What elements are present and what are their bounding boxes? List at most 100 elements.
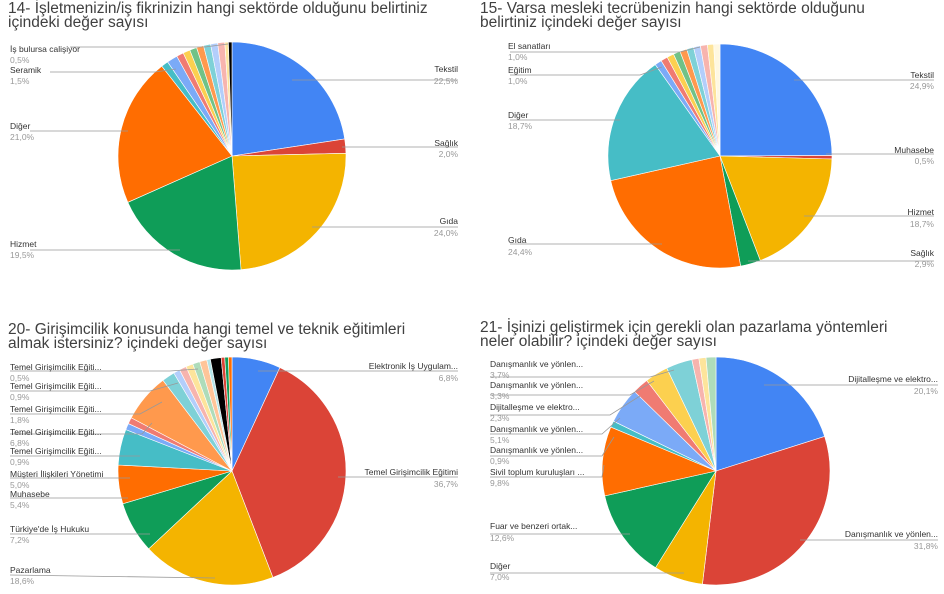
slice-label: Tekstil [434,64,458,74]
slice-label: Elektronik İş Uygulam... [369,361,458,371]
slice-label: El sanatları [508,41,551,51]
leader-line [70,43,229,48]
slice-value-label: 3,7% [490,370,510,380]
slice-value-label: 5,4% [10,500,30,510]
leader-line [9,574,216,579]
slice-label: Muhasebe [10,489,50,499]
pie-chart-20: Temel Girişimcilik Eğiti... 0,5% Temel G… [9,356,459,586]
leader-line [490,380,655,396]
slice-value-label: 24,0% [434,228,459,238]
slice-label: Eğitim [508,65,532,75]
pie-slice [228,41,233,157]
slice-value-label: 18,6% [10,576,35,586]
pie-slice [610,155,742,269]
slice-value-label: 22,5% [434,76,459,86]
slice-label: Danışmanlık ve yönlen... [490,424,583,434]
chart-panel-15: 15- Varsa mesleki tecrübenizin hangi sek… [472,0,944,297]
slice-label: Diğer [10,121,30,131]
slice-label: Hizmet [908,207,935,217]
slice-label: Dijitalleşme ve elektro... [848,374,938,384]
slice-label: Türkiye'de İş Hukuku [10,524,89,534]
leader-line [10,422,153,435]
slice-label: Sağlık [434,138,458,148]
slice-value-label: 6,8% [10,438,30,448]
slice-value-label: 5,0% [10,480,30,490]
chart-title: 21- İşinizi geliştirmek için gerekli ola… [480,320,920,350]
slice-value-label: 21,0% [10,132,35,142]
slice-value-label: 36,7% [434,479,459,489]
pie-slice [702,436,831,586]
slice-value-label: 5,1% [490,435,510,445]
pie-slice [719,43,833,157]
leader-line [50,68,177,73]
slice-label: Diğer [508,110,528,120]
leader-line [10,401,163,415]
pie-slice [705,356,717,472]
slice-value-label: 1,8% [10,415,30,425]
slice-label: Gıda [440,216,459,226]
slice-value-label: 9,8% [490,478,510,488]
slice-label: İş bulursa calişiyor [10,44,80,54]
slice-label: Danışmanlık ve yönlen... [490,380,583,390]
slice-label: Danışmanlık ve yönlen... [490,359,583,369]
pie-slice [719,155,833,261]
slice-label: Seramik [10,65,42,75]
slice-value-label: 19,5% [10,250,35,260]
slice-label: Hizmet [10,239,37,249]
slice-value-label: 0,5% [915,156,935,166]
slice-label: Sağlık [910,248,934,258]
pie-slice [231,41,346,157]
chart-panel-21: 21- İşinizi geliştirmek için gerekli ola… [472,297,944,594]
leader-line [10,368,199,372]
leader-line [490,417,621,435]
pie-slice [117,65,233,203]
pie-slice [148,470,274,586]
chart-panel-14: 14- İşletmenizin/iş fikrinizin hangi sek… [0,0,472,297]
slice-label: Pazarlama [10,565,51,575]
slice-value-label: 0,5% [10,55,30,65]
slice-label: Muhasebe [894,145,934,155]
chart-title-line1: 20- Girişimcilik konusunda hangi temel v… [8,321,406,338]
slice-value-label: 18,7% [910,219,935,229]
leader-line [490,436,615,457]
slice-value-label: 1,5% [10,76,30,86]
slice-value-label: 18,7% [508,121,533,131]
slice-label: Fuar ve benzeri ortak... [490,521,577,531]
pie-slice [231,152,347,270]
pie-slice [228,356,233,472]
pie-chart-21: Danışmanlık ve yönlen... 3,7% Danışmanlı… [490,356,939,586]
chart-title: 14- İşletmenizin/iş fikrinizin hangi sek… [8,0,448,31]
slice-label: Temel Girişimcilik Eğiti... [10,362,102,372]
slice-label: Gıda [508,235,527,245]
slice-value-label: 7,2% [10,535,30,545]
slice-label: Temel Girişimcilik Eğiti... [10,381,102,391]
slice-value-label: 7,0% [490,572,510,582]
slice-value-label: 6,8% [439,373,459,383]
slice-label: Müşteri İlişkileri Yönetimi [10,469,103,479]
chart-title-line2: almak istersiniz? içindeki değer sayısı [8,335,268,352]
slice-label: Diğer [490,561,510,571]
slice-value-label: 2,0% [439,149,459,159]
slice-value-label: 2,9% [915,259,935,269]
pie-chart-14: İş bulursa calişiyor 0,5% Seramik 1,5% D… [10,41,459,271]
chart-title: 20- Girişimcilik konusunda hangi temel v… [8,321,448,352]
slice-label: Tekstil [910,70,934,80]
pie-slice [604,470,717,569]
pie-slice [715,356,826,472]
slice-value-label: 0,5% [10,373,30,383]
leader-line [490,395,641,416]
leader-line [510,46,701,53]
slice-value-label: 24,9% [910,81,935,91]
slice-label: Sivil toplum kuruluşları ... [490,467,584,477]
pie-slice [127,155,242,271]
slice-label: Temel Girişimcilik Eğiti... [10,404,102,414]
slice-value-label: 2,3% [490,413,510,423]
chart-title-line1: 15- Varsa mesleki tecrübenizin hangi sek… [480,0,865,17]
slice-value-label: 20,1% [914,386,939,396]
slice-label: Dijitalleşme ve elektro... [490,402,580,412]
slice-value-label: 1,0% [508,52,528,62]
slice-label: Danışmanlık ve yönlen... [490,445,583,455]
slice-value-label: 12,6% [490,533,515,543]
slice-value-label: 0,9% [10,392,30,402]
chart-title-line1: 14- İşletmenizin/iş fikrinizin hangi sek… [8,0,428,17]
